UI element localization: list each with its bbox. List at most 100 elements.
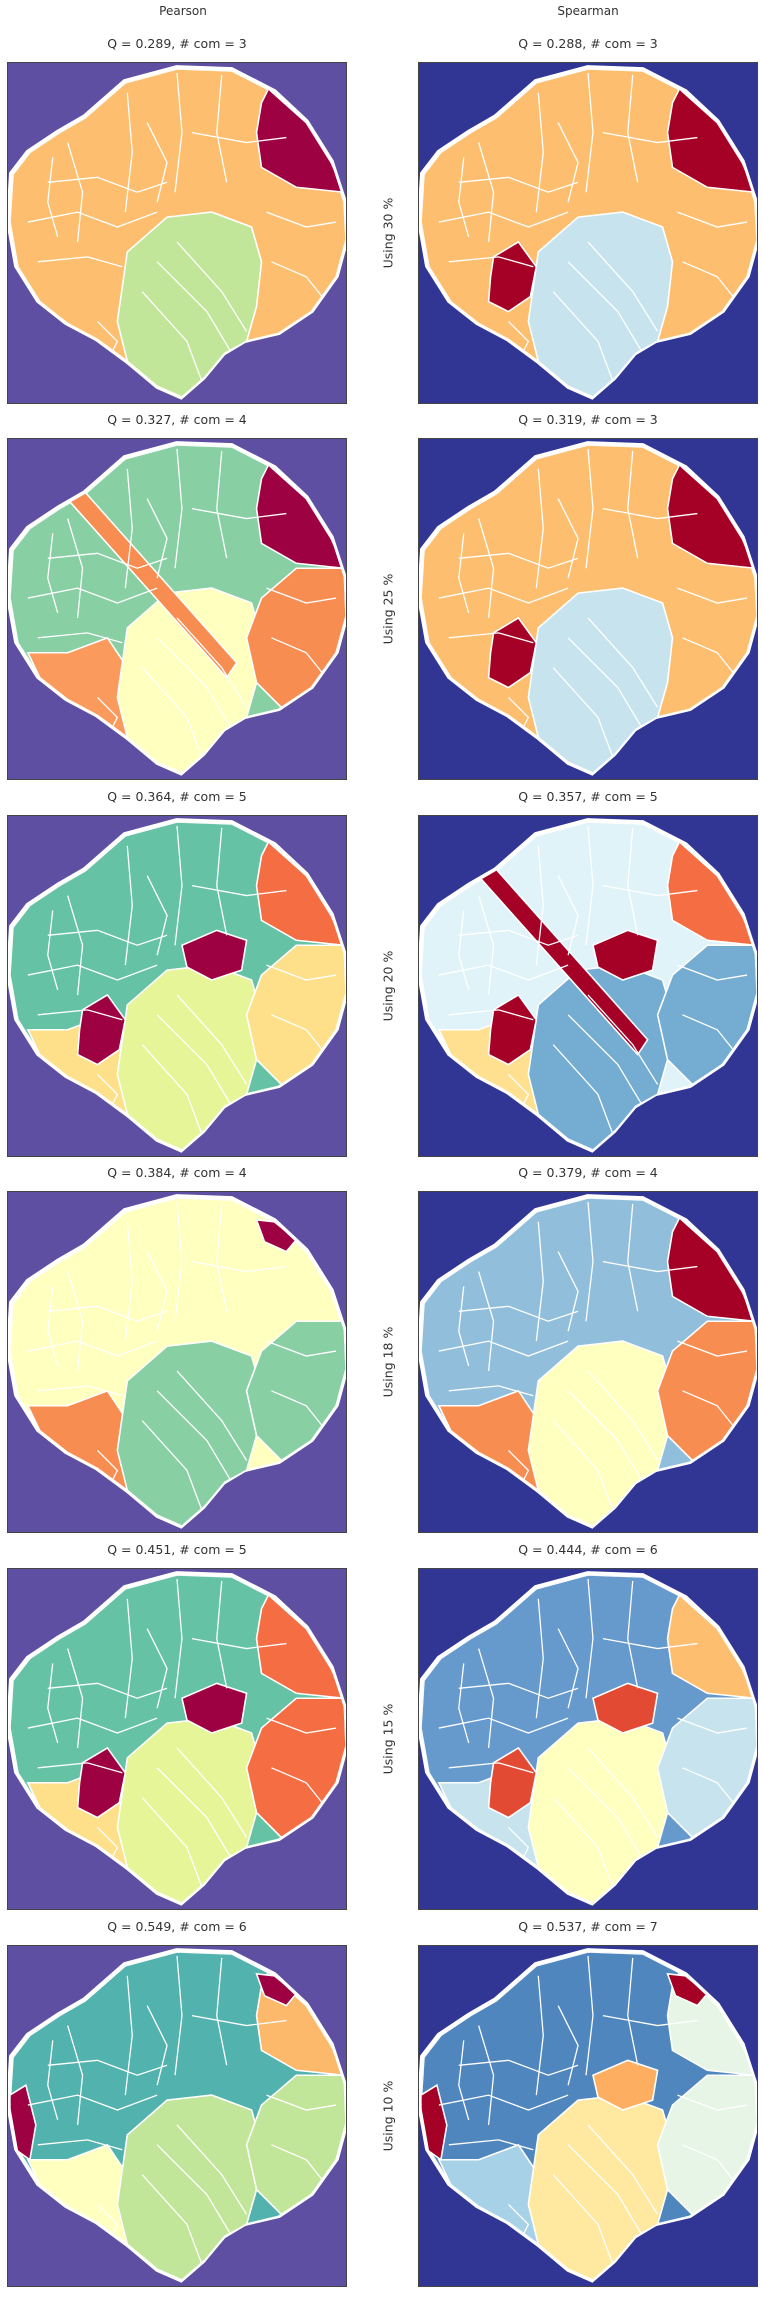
parcel-boundary: [677, 1340, 748, 1357]
parcel-boundary: [627, 1580, 639, 1689]
parcel-boundary: [567, 637, 649, 738]
community-region-rightMid: [245, 1320, 346, 1462]
parcel-boundary: [27, 964, 158, 981]
panel-title-pearson: Q = 0.364, # com = 5: [107, 789, 247, 804]
pearson-panel: [7, 1191, 347, 1533]
parcel-boundary: [216, 1203, 228, 1312]
parcel-boundary: [174, 1955, 183, 2076]
parcel-boundary: [567, 2144, 649, 2245]
parcel-boundary: [266, 1717, 337, 1734]
community-region-topRight: [666, 87, 757, 194]
parcel-boundary: [176, 1747, 248, 1838]
parcel-boundary: [191, 1637, 287, 1650]
parcel-boundary: [271, 2144, 327, 2185]
panel-title-spearman: Q = 0.319, # com = 3: [518, 412, 658, 427]
parcel-boundary: [585, 72, 594, 193]
parcel-boundary: [682, 1767, 738, 1808]
parcel-boundary: [47, 2059, 168, 2076]
parcel-boundary: [478, 895, 495, 996]
parcel-boundary: [458, 1286, 470, 1367]
parcel-boundary: [37, 1762, 123, 1774]
parcel-boundary: [47, 1682, 168, 1699]
community-region-farLeft: [9, 2083, 37, 2162]
parcel-boundary: [585, 1578, 594, 1699]
parcel-boundary: [557, 875, 579, 956]
community-region-smallA: [76, 1746, 127, 1819]
parcel-boundary: [37, 2139, 123, 2151]
parcel-boundary: [478, 2025, 495, 2126]
parcel-boundary: [156, 1767, 238, 1868]
parcel-boundary: [478, 142, 495, 243]
brain-parcellation-map: [8, 816, 346, 1156]
parcel-boundary: [141, 1420, 203, 1511]
parcel-boundary: [602, 131, 698, 144]
parcel-boundary: [677, 964, 748, 981]
row-label: Using 20 %: [380, 950, 396, 1022]
parcel-boundary: [216, 450, 228, 559]
parcel-boundary: [37, 1385, 123, 1397]
panel-title-pearson: Q = 0.451, # com = 5: [107, 1542, 247, 1557]
parcel-boundary: [124, 92, 133, 213]
parcel-boundary: [124, 845, 133, 966]
pearson-panel: [7, 438, 347, 780]
panel-title-spearman: Q = 0.537, # com = 7: [518, 1919, 658, 1934]
parcel-boundary: [67, 1648, 84, 1749]
parcel-boundary: [677, 2094, 748, 2111]
parcel-boundary: [271, 1767, 327, 1808]
panel-title-spearman: Q = 0.357, # com = 5: [518, 789, 658, 804]
parcel-boundary: [602, 1637, 698, 1650]
parcel-boundary: [156, 1390, 238, 1491]
parcel-boundary: [552, 291, 614, 382]
panel-title-pearson: Q = 0.289, # com = 3: [107, 36, 247, 51]
parcel-boundary: [27, 211, 158, 228]
parcel-boundary: [124, 1221, 133, 1342]
parcel-boundary: [174, 448, 183, 569]
community-region-smallB: [181, 929, 248, 981]
community-region-topRight: [666, 463, 757, 570]
parcel-boundary: [535, 845, 544, 966]
parcel-boundary: [587, 617, 659, 708]
community-region-topRight: [666, 1593, 757, 1700]
panel-title-pearson: Q = 0.327, # com = 4: [107, 412, 247, 427]
parcel-boundary: [458, 1682, 579, 1699]
parcel-boundary: [557, 1251, 579, 1332]
parcel-boundary: [216, 827, 228, 936]
parcel-boundary: [191, 507, 287, 520]
brain-parcellation-map: [419, 63, 757, 403]
parcel-boundary: [176, 1370, 248, 1461]
parcel-boundary: [587, 1370, 659, 1461]
parcel-boundary: [156, 637, 238, 738]
parcel-boundary: [27, 1717, 158, 1734]
parcel-boundary: [458, 2059, 579, 2076]
parcel-boundary: [191, 1260, 287, 1273]
community-region-topRight: [666, 840, 757, 947]
parcel-boundary: [174, 825, 183, 946]
parcel-boundary: [271, 637, 327, 678]
community-region-smallA: [487, 616, 538, 689]
parcel-boundary: [627, 74, 639, 183]
parcel-boundary: [602, 507, 698, 520]
panel-title-spearman: Q = 0.379, # com = 4: [518, 1165, 658, 1180]
parcel-boundary: [552, 667, 614, 758]
parcel-boundary: [67, 518, 84, 619]
parcel-boundary: [438, 1340, 569, 1357]
parcel-boundary: [124, 1598, 133, 1719]
parcel-boundary: [67, 2025, 84, 2126]
parcel-boundary: [176, 994, 248, 1085]
community-region-farLeft: [420, 2083, 448, 2162]
parcel-boundary: [557, 1628, 579, 1709]
parcel-boundary: [47, 910, 59, 991]
parcel-boundary: [567, 1767, 649, 1868]
parcel-boundary: [585, 448, 594, 569]
community-region-rightMid: [245, 1697, 346, 1839]
parcel-boundary: [27, 2094, 158, 2111]
parcel-boundary: [535, 1221, 544, 1342]
parcel-boundary: [458, 157, 470, 238]
parcel-boundary: [458, 2040, 470, 2121]
parcel-boundary: [448, 1762, 534, 1774]
parcel-boundary: [535, 468, 544, 589]
parcel-boundary: [216, 1957, 228, 2066]
parcel-boundary: [67, 1271, 84, 1372]
spearman-panel: [418, 815, 758, 1157]
parcel-boundary: [156, 2144, 238, 2245]
